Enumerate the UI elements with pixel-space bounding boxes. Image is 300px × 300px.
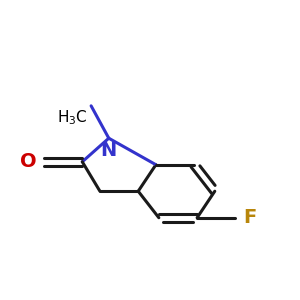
Text: N: N	[101, 141, 117, 160]
Text: F: F	[243, 208, 256, 227]
Text: H$_3$C: H$_3$C	[58, 109, 88, 128]
Text: O: O	[20, 152, 37, 171]
